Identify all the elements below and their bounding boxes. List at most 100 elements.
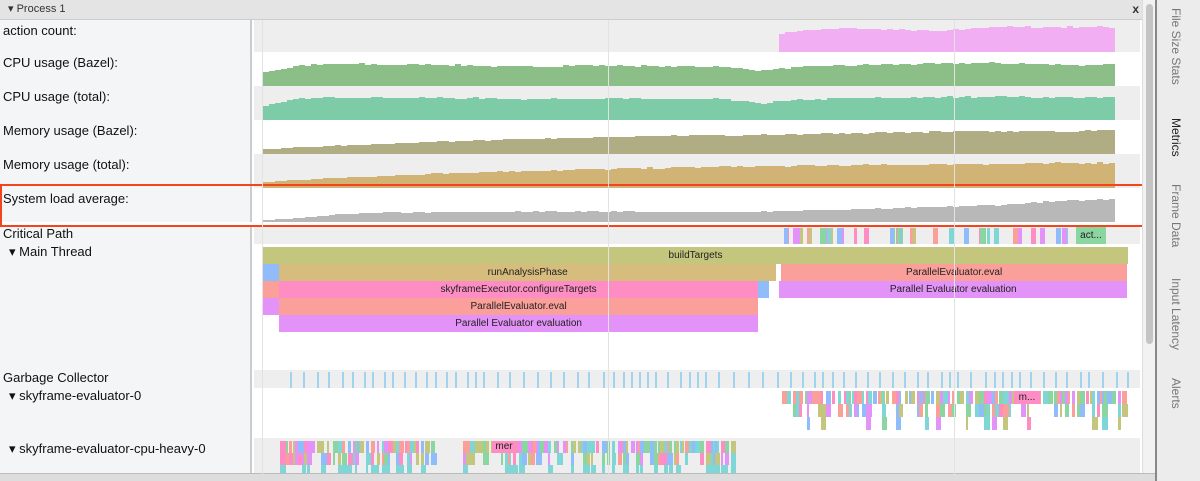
- trace-slice[interactable]: [680, 441, 684, 453]
- trace-slice[interactable]: [664, 441, 668, 453]
- gc-slice[interactable]: [303, 372, 305, 388]
- trace-slice[interactable]: [721, 465, 725, 477]
- trace-slice[interactable]: [664, 465, 669, 477]
- trace-slice[interactable]: [410, 453, 413, 465]
- trace-slice[interactable]: [421, 465, 427, 477]
- trace-slice[interactable]: [966, 417, 969, 430]
- trace-slice[interactable]: [338, 465, 344, 477]
- trace-slice[interactable]: [399, 465, 404, 477]
- gc-slice[interactable]: [647, 372, 649, 388]
- gc-slice[interactable]: [404, 372, 406, 388]
- trace-slice[interactable]: [470, 441, 476, 453]
- trace-slice[interactable]: [731, 453, 736, 465]
- trace-slice[interactable]: [987, 404, 990, 417]
- trace-slice[interactable]: [505, 453, 511, 465]
- close-button[interactable]: x: [1132, 2, 1139, 16]
- trace-slice[interactable]: [846, 391, 850, 404]
- trace-slice[interactable]: [377, 441, 380, 453]
- trace-slice[interactable]: [799, 404, 802, 417]
- trace-slice[interactable]: [1092, 404, 1095, 417]
- trace-slice[interactable]: [470, 453, 476, 465]
- trace-slice[interactable]: [602, 465, 605, 477]
- trace-slice[interactable]: [371, 465, 377, 477]
- gc-slice[interactable]: [904, 372, 906, 388]
- trace-slice[interactable]: [508, 465, 514, 477]
- trace-slice[interactable]: [975, 391, 981, 404]
- trace-slice[interactable]: [591, 453, 594, 465]
- trace-slice[interactable]: [644, 441, 650, 453]
- trace-slice[interactable]: [366, 465, 369, 477]
- trace-slice[interactable]: [1009, 404, 1012, 417]
- trace-slice[interactable]: [544, 441, 548, 453]
- trace-slice[interactable]: [327, 453, 331, 465]
- gc-slice[interactable]: [832, 372, 834, 388]
- critical-path-slice[interactable]: [837, 228, 844, 244]
- trace-slice[interactable]: [466, 441, 471, 453]
- track-area[interactable]: [254, 188, 1140, 222]
- trace-slice[interactable]: [348, 453, 354, 465]
- trace-slice[interactable]: [868, 391, 872, 404]
- gc-slice[interactable]: [537, 372, 539, 388]
- trace-slice[interactable]: [1097, 391, 1103, 404]
- trace-slice[interactable]: [936, 391, 940, 404]
- trace-slice[interactable]: [832, 391, 835, 404]
- trace-slice[interactable]: [519, 441, 523, 453]
- trace-slice[interactable]: [583, 441, 588, 453]
- trace-slice[interactable]: [1012, 391, 1016, 404]
- gc-slice[interactable]: [718, 372, 720, 388]
- gc-slice[interactable]: [426, 372, 428, 388]
- trace-slice[interactable]: [826, 404, 831, 417]
- trace-slice[interactable]: [501, 453, 504, 465]
- trace-slice[interactable]: [342, 441, 345, 453]
- trace-slice[interactable]: [355, 465, 358, 477]
- trace-slice[interactable]: [818, 391, 823, 404]
- gc-slice[interactable]: [352, 372, 354, 388]
- gc-slice[interactable]: [1066, 372, 1068, 388]
- trace-slice[interactable]: [650, 441, 655, 453]
- trace-slice[interactable]: [706, 441, 712, 453]
- thread-label[interactable]: ▾ Main Thread: [3, 244, 92, 259]
- gc-slice[interactable]: [822, 372, 824, 388]
- trace-slice[interactable]: [725, 441, 730, 453]
- trace-slice[interactable]: [721, 453, 724, 465]
- trace-slice[interactable]: [293, 453, 297, 465]
- trace-slice[interactable]: [1080, 404, 1085, 417]
- trace-slice[interactable]: [992, 404, 995, 417]
- trace-slice[interactable]: [984, 417, 990, 430]
- trace-slice[interactable]: [602, 453, 606, 465]
- gc-slice[interactable]: [384, 372, 386, 388]
- trace-slice[interactable]: [995, 404, 1001, 417]
- side-tab-metrics[interactable]: Metrics: [1169, 118, 1183, 157]
- trace-slice[interactable]: [896, 391, 902, 404]
- trace-slice[interactable]: [721, 441, 727, 453]
- trace-slice[interactable]: [388, 453, 391, 465]
- trace-slice[interactable]: [1102, 417, 1108, 430]
- trace-slice[interactable]: [957, 391, 962, 404]
- trace-slice[interactable]: [943, 391, 948, 404]
- trace-slice[interactable]: skyframeExecutor.configureTargets: [279, 281, 758, 298]
- trace-slice[interactable]: [1060, 404, 1063, 417]
- trace-slice[interactable]: [799, 391, 804, 404]
- trace-slice[interactable]: [899, 391, 902, 404]
- trace-slice[interactable]: [612, 453, 616, 465]
- trace-slice[interactable]: [516, 441, 520, 453]
- trace-slice[interactable]: [466, 453, 471, 465]
- trace-slice[interactable]: [731, 441, 737, 453]
- trace-slice[interactable]: [1102, 391, 1105, 404]
- trace-slice[interactable]: [396, 465, 402, 477]
- trace-slice[interactable]: [821, 417, 827, 430]
- trace-slice[interactable]: [999, 391, 1003, 404]
- gc-slice[interactable]: [680, 372, 682, 388]
- trace-slice[interactable]: [407, 441, 410, 453]
- trace-slice[interactable]: [979, 391, 984, 404]
- trace-slice[interactable]: [486, 441, 490, 453]
- trace-slice[interactable]: [536, 441, 539, 453]
- trace-slice[interactable]: [528, 453, 534, 465]
- trace-slice[interactable]: [676, 441, 680, 453]
- critical-path-slice[interactable]: [910, 228, 914, 244]
- trace-slice[interactable]: [1104, 391, 1107, 404]
- trace-slice[interactable]: [640, 441, 644, 453]
- gc-slice[interactable]: [892, 372, 894, 388]
- trace-slice[interactable]: [371, 441, 375, 453]
- trace-slice[interactable]: [807, 417, 810, 430]
